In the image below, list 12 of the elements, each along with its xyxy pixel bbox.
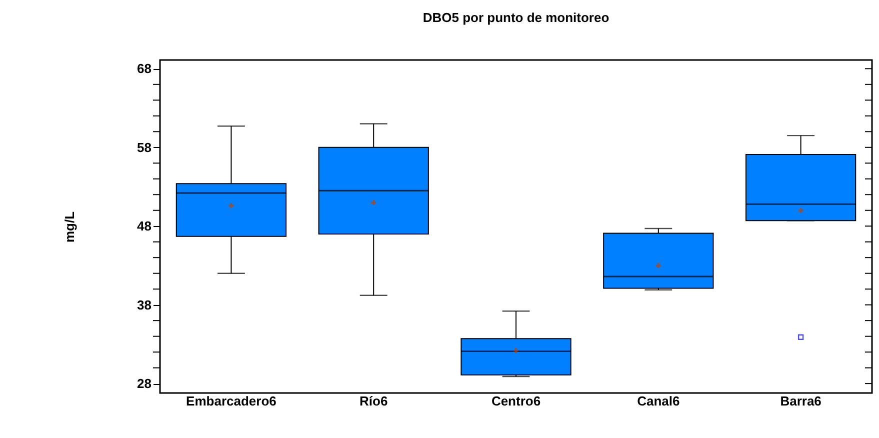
chart-title: DBO5 por punto de monitoreo (422, 10, 610, 25)
y-tick-label: 68 (137, 61, 152, 76)
y-tick-label: 48 (137, 218, 152, 234)
x-tick-label: Centro6 (491, 394, 541, 408)
x-tick-label: Embarcadero6 (186, 394, 276, 408)
x-tick-label: Barra6 (780, 394, 822, 408)
x-tick-label: Río6 (360, 394, 388, 408)
y-tick-label: 28 (137, 376, 152, 392)
y-tick-label: 58 (137, 140, 152, 155)
x-tick-label: Canal6 (637, 394, 680, 408)
y-tick-label: 38 (137, 297, 152, 312)
y-axis-title: mg/L (62, 211, 78, 243)
